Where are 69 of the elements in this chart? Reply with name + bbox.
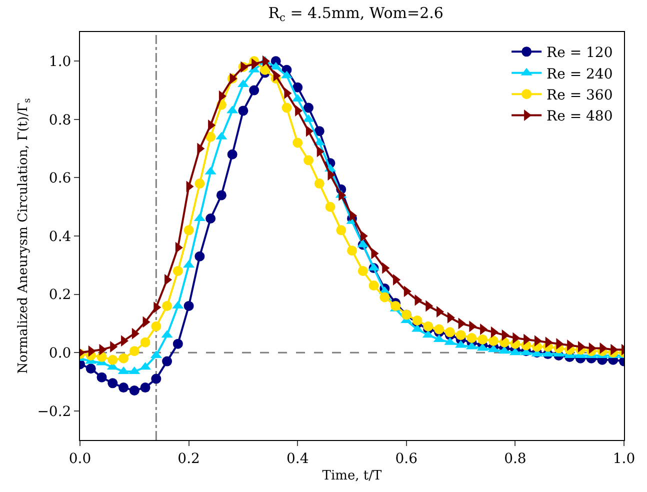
legend-label: Re = 240 <box>546 66 613 82</box>
point <box>206 132 216 142</box>
point <box>325 202 336 212</box>
y-tick-label: 0.0 <box>48 345 72 362</box>
point <box>466 333 477 343</box>
point <box>118 353 129 364</box>
point <box>347 246 357 256</box>
legend-label: Re = 120 <box>546 45 613 62</box>
point <box>282 102 292 113</box>
point <box>151 374 162 384</box>
point <box>260 64 270 75</box>
y-tick-label: −0.2 <box>37 404 72 420</box>
y-tick-label: 1.0 <box>48 54 72 70</box>
point <box>358 266 368 276</box>
x-axis-title: Time, t/T <box>322 468 382 484</box>
legend-label: Re = 480 <box>546 108 613 125</box>
point <box>488 336 498 346</box>
point <box>129 346 140 356</box>
x-tick-label: 1.0 <box>612 450 636 467</box>
point <box>238 106 248 116</box>
legend-label: Re = 360 <box>546 88 613 104</box>
point <box>368 280 379 291</box>
point <box>227 149 238 160</box>
point <box>314 126 324 136</box>
point <box>249 85 260 96</box>
x-tick-label: 0.4 <box>286 450 309 467</box>
point <box>194 178 205 189</box>
point <box>380 292 390 302</box>
point <box>292 82 303 92</box>
x-tick-label: 0.8 <box>504 450 526 467</box>
point <box>108 378 118 388</box>
point <box>412 316 422 326</box>
x-tick-label: 0.6 <box>395 450 418 467</box>
point <box>194 251 205 262</box>
point <box>118 382 129 393</box>
point <box>314 178 324 189</box>
point <box>303 102 314 113</box>
point <box>184 300 194 311</box>
y-tick-label: 0.6 <box>48 170 72 187</box>
y-tick-label: 0.8 <box>48 112 72 128</box>
point <box>108 354 118 365</box>
point <box>303 155 314 166</box>
y-tick-label: 0.4 <box>48 228 72 245</box>
point <box>129 385 140 396</box>
point <box>292 138 303 148</box>
point <box>444 327 455 338</box>
point <box>172 266 183 276</box>
point <box>434 324 444 334</box>
point <box>423 321 434 332</box>
point <box>162 300 172 311</box>
point <box>184 225 194 236</box>
y-tick-label: 0.2 <box>48 287 72 304</box>
point <box>216 190 226 200</box>
point <box>206 214 216 224</box>
point <box>336 225 346 236</box>
x-tick-label: 0.0 <box>68 450 92 467</box>
point <box>478 334 488 344</box>
point <box>456 330 466 340</box>
point <box>140 382 150 393</box>
point <box>162 356 172 366</box>
point <box>499 337 510 348</box>
point <box>390 300 401 311</box>
point <box>86 364 96 374</box>
point <box>140 337 150 348</box>
point <box>172 338 183 349</box>
x-tick-label: 0.2 <box>178 450 200 467</box>
point <box>96 372 107 382</box>
point <box>151 321 162 332</box>
chart-title: R$_{c}$ = 4.5mm, Wom=2.6 <box>268 4 444 24</box>
